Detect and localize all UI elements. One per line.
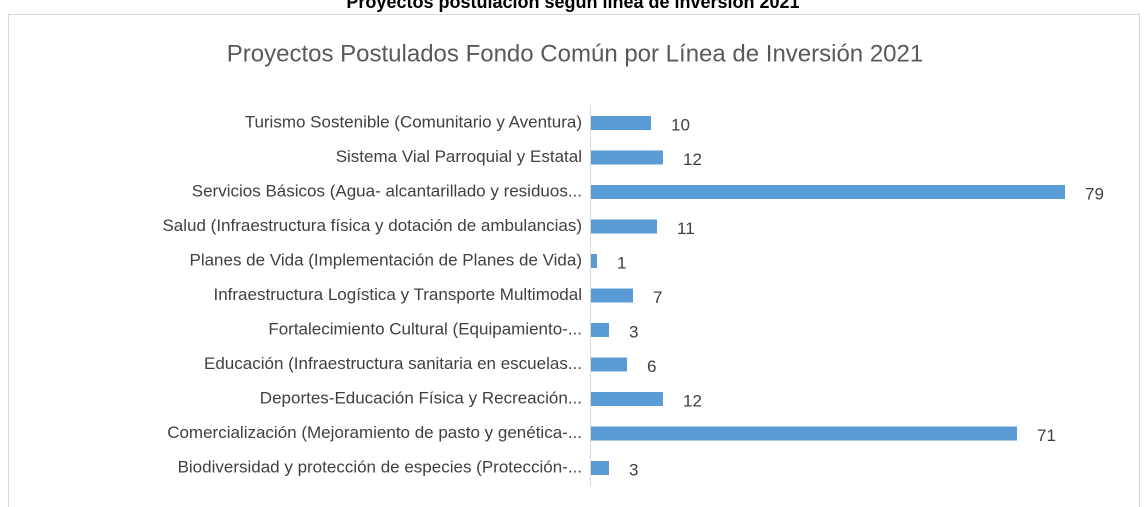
value-label: 10 — [671, 115, 690, 134]
value-label: 3 — [629, 322, 638, 341]
value-label: 1 — [617, 253, 626, 272]
value-label: 12 — [683, 391, 702, 410]
caption: Proyectos postulación según línea de inv… — [346, 0, 799, 12]
bar — [591, 150, 663, 165]
category-label: Biodiversidad y protección de especies (… — [178, 457, 582, 476]
category-label: Deportes-Educación Física y Recreación..… — [260, 388, 582, 407]
bar — [591, 392, 663, 406]
bar — [591, 254, 597, 268]
value-label: 79 — [1085, 184, 1104, 203]
bar — [591, 185, 1065, 199]
category-label: Sistema Vial Parroquial y Estatal — [336, 147, 582, 166]
bar — [591, 288, 633, 303]
value-label: 6 — [647, 357, 656, 376]
category-label: Salud (Infraestructura física y dotación… — [162, 216, 582, 235]
bar — [591, 116, 651, 130]
bar — [591, 323, 609, 337]
value-label: 11 — [677, 219, 695, 238]
category-label: Educación (Infraestructura sanitaria en … — [204, 354, 582, 373]
value-label: 3 — [629, 460, 638, 479]
category-label: Infraestructura Logística y Transporte M… — [214, 285, 583, 304]
category-label: Servicios Básicos (Agua- alcantarillado … — [192, 181, 582, 200]
chart-frame — [8, 14, 1140, 507]
category-label: Turismo Sostenible (Comunitario y Aventu… — [245, 112, 582, 131]
value-label: 12 — [683, 150, 702, 169]
bar — [591, 357, 627, 372]
bar — [591, 219, 657, 234]
chart-title: Proyectos Postulados Fondo Común por Lín… — [227, 40, 923, 67]
category-label: Comercialización (Mejoramiento de pasto … — [167, 423, 582, 442]
bar — [591, 426, 1017, 441]
bar — [591, 461, 609, 475]
category-label: Planes de Vida (Implementación de Planes… — [189, 250, 582, 269]
value-label: 71 — [1037, 426, 1056, 445]
value-label: 7 — [653, 288, 662, 307]
category-label: Fortalecimiento Cultural (Equipamiento-.… — [268, 319, 582, 338]
